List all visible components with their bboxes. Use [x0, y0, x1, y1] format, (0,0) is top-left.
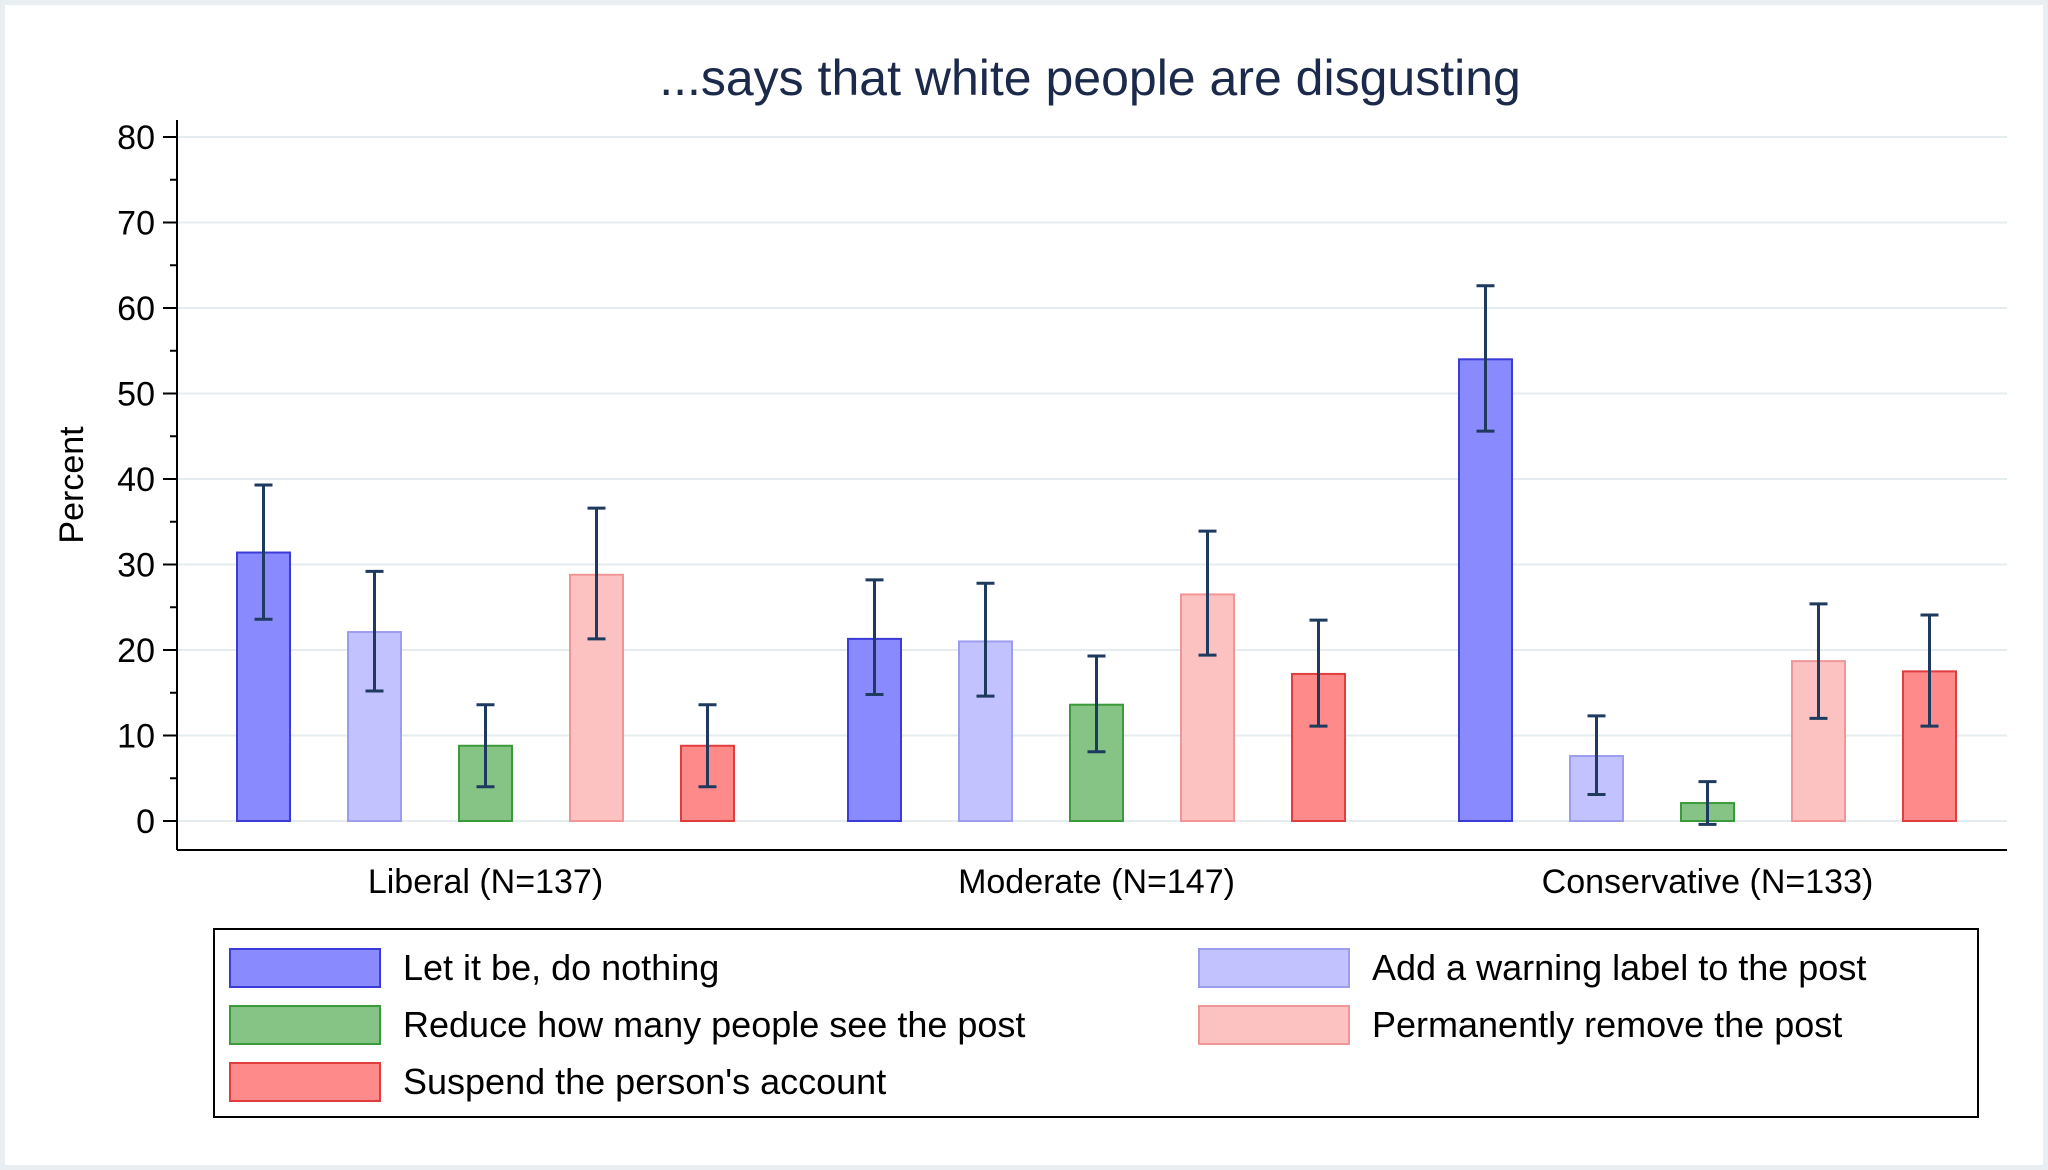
x-category-label: Liberal (N=137)	[368, 863, 603, 901]
axes-group	[163, 120, 2007, 851]
legend-label: Let it be, do nothing	[403, 947, 719, 988]
legend-box	[213, 928, 1979, 1118]
legend: Let it be, do nothing Add a warning label…	[213, 928, 1979, 1118]
y-tick-label: 40	[117, 461, 155, 499]
legend-swatch	[229, 1062, 381, 1102]
y-tick-label: 10	[117, 718, 155, 756]
legend-swatch	[229, 1005, 381, 1045]
chart-title: ...says that white people are disgusting	[659, 50, 1521, 106]
bar-chart: ...says that white people are disgusting…	[53, 50, 2007, 1118]
tick-labels-group: 0 10 20 30 40 50 60 70 80 Liberal (N=137) Moderate…	[117, 119, 1873, 901]
error-bars-group	[254, 284, 1939, 826]
legend-swatch	[1198, 1005, 1350, 1045]
y-tick-label: 60	[117, 290, 155, 328]
legend-swatch	[1198, 948, 1350, 988]
legend-label: Add a warning label to the post	[1372, 947, 1866, 988]
y-axis-label: Percent	[53, 426, 91, 544]
gridlines	[177, 136, 2007, 822]
x-category-label: Conservative (N=133)	[1542, 863, 1874, 901]
x-category-label: Moderate (N=147)	[958, 863, 1235, 901]
legend-label: Permanently remove the post	[1372, 1004, 1842, 1045]
y-tick-label: 20	[117, 632, 155, 670]
y-tick-label: 30	[117, 547, 155, 585]
y-tick-label: 50	[117, 376, 155, 414]
bar	[847, 637, 902, 823]
y-tick-label: 70	[117, 205, 155, 243]
legend-swatch	[229, 948, 381, 988]
legend-label: Reduce how many people see the post	[403, 1004, 1025, 1045]
y-tick-label: 0	[136, 803, 155, 841]
y-tick-label: 80	[117, 119, 155, 157]
legend-label: Suspend the person's account	[403, 1061, 886, 1102]
